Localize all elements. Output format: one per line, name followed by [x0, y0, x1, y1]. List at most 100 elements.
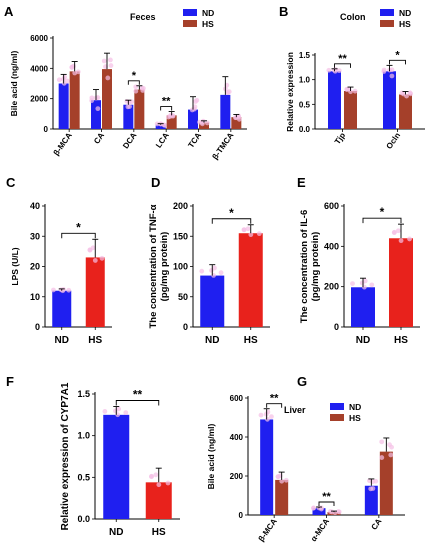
data-point: [162, 122, 168, 128]
y-axis-label: Relative expression of CYP7A1: [60, 382, 71, 530]
data-point: [269, 414, 274, 419]
significance-label: **: [133, 388, 143, 402]
y-tick-label: 0.0: [299, 125, 311, 134]
y-tick-label: 0: [183, 322, 188, 332]
data-point: [248, 232, 254, 238]
data-point: [154, 121, 160, 127]
y-tick-label: 0.5: [299, 100, 311, 109]
data-point: [153, 472, 159, 478]
significance-bracket: [334, 63, 351, 68]
x-tick-label: ND: [55, 335, 69, 346]
x-tick-label: ND: [205, 335, 219, 346]
data-point: [192, 104, 198, 110]
data-point: [275, 474, 281, 479]
y-axis-label: The concentration of TNF-α(pg/mg protein…: [148, 204, 170, 328]
data-point: [72, 70, 78, 76]
data-point: [381, 69, 387, 74]
data-point: [283, 477, 289, 483]
data-point: [395, 228, 401, 234]
significance-label: *: [132, 70, 137, 82]
data-point: [218, 270, 224, 276]
y-tick-label: 20: [30, 262, 40, 272]
bar-HS-4: [199, 122, 209, 129]
bar-ND-0: [52, 290, 72, 327]
y-tick-label: 400: [324, 241, 339, 251]
legend-swatch-HS: [330, 414, 344, 421]
data-point: [348, 89, 353, 95]
x-tick-label: HS: [394, 335, 408, 346]
data-point: [89, 98, 95, 104]
data-point: [310, 505, 316, 511]
significance-label: *: [395, 49, 400, 61]
bar-HS-0: [275, 479, 289, 515]
legend-label: HS: [349, 413, 361, 423]
y-tick-label: 1.5: [299, 51, 311, 60]
data-point: [66, 287, 72, 293]
bar-ND-0: [200, 275, 225, 327]
bar-ND-0: [328, 71, 341, 129]
data-point: [95, 95, 101, 100]
data-point: [388, 452, 394, 458]
data-point: [408, 91, 414, 97]
bar-HS-2: [134, 89, 145, 129]
data-point: [398, 238, 404, 244]
significance-bracket: [389, 59, 406, 65]
data-point: [379, 439, 385, 445]
panel-title: Liver: [284, 405, 306, 415]
x-tick-label: HS: [88, 335, 102, 346]
y-axis-label: LPS (U/L): [10, 247, 20, 285]
legend-swatch-ND: [183, 9, 197, 16]
significance-label: **: [270, 393, 279, 405]
data-point: [133, 88, 139, 94]
y-tick-label: 0: [239, 511, 244, 520]
data-point: [232, 115, 238, 121]
data-point: [125, 104, 131, 110]
panel-title: Colon: [340, 12, 366, 22]
bar-HS-0: [344, 91, 357, 129]
significance-label: **: [162, 96, 171, 108]
x-tick-label: TCA: [186, 131, 203, 150]
panel-letter-E: E: [297, 175, 306, 190]
bar-HS-0: [69, 71, 80, 129]
x-tick-label: Ocln: [385, 131, 403, 151]
data-point: [379, 455, 385, 460]
data-point: [61, 80, 67, 86]
panel-letter-G: G: [297, 374, 307, 389]
significance-bracket: [362, 217, 402, 224]
panel-letter-A: A: [4, 4, 14, 19]
bar-ND-2: [364, 485, 378, 515]
data-point: [256, 231, 262, 237]
y-tick-label: 400: [230, 433, 244, 442]
data-point: [387, 442, 392, 448]
bar-HS-2: [379, 451, 393, 515]
data-point: [140, 88, 146, 93]
data-point: [204, 120, 210, 126]
data-point: [350, 281, 355, 287]
bar-ND-0: [260, 419, 274, 515]
data-point: [99, 255, 105, 261]
x-tick-label: β-MCA: [52, 131, 74, 157]
significance-label: *: [229, 206, 234, 220]
y-tick-label: 0: [334, 322, 339, 332]
panel-letter-D: D: [151, 175, 160, 190]
data-point: [108, 57, 113, 63]
significance-bracket: [115, 400, 160, 406]
legend-swatch-ND: [380, 9, 394, 16]
x-tick-label: Tjp: [333, 131, 347, 146]
bar-ND-1: [312, 508, 326, 515]
panel-letter-C: C: [6, 175, 16, 190]
bar-ND-4: [188, 109, 198, 129]
data-point: [51, 287, 56, 293]
data-point: [212, 265, 217, 271]
significance-bracket: [211, 218, 252, 224]
bar-HS-1: [145, 482, 172, 519]
data-point: [258, 412, 264, 418]
y-tick-label: 0.0: [77, 514, 90, 524]
y-tick-label: 0.5: [77, 472, 90, 482]
data-point: [199, 268, 205, 274]
data-point: [226, 89, 232, 95]
panel-title: Feces: [130, 12, 156, 22]
y-tick-label: 200: [230, 472, 244, 481]
significance-bracket: [160, 106, 173, 111]
